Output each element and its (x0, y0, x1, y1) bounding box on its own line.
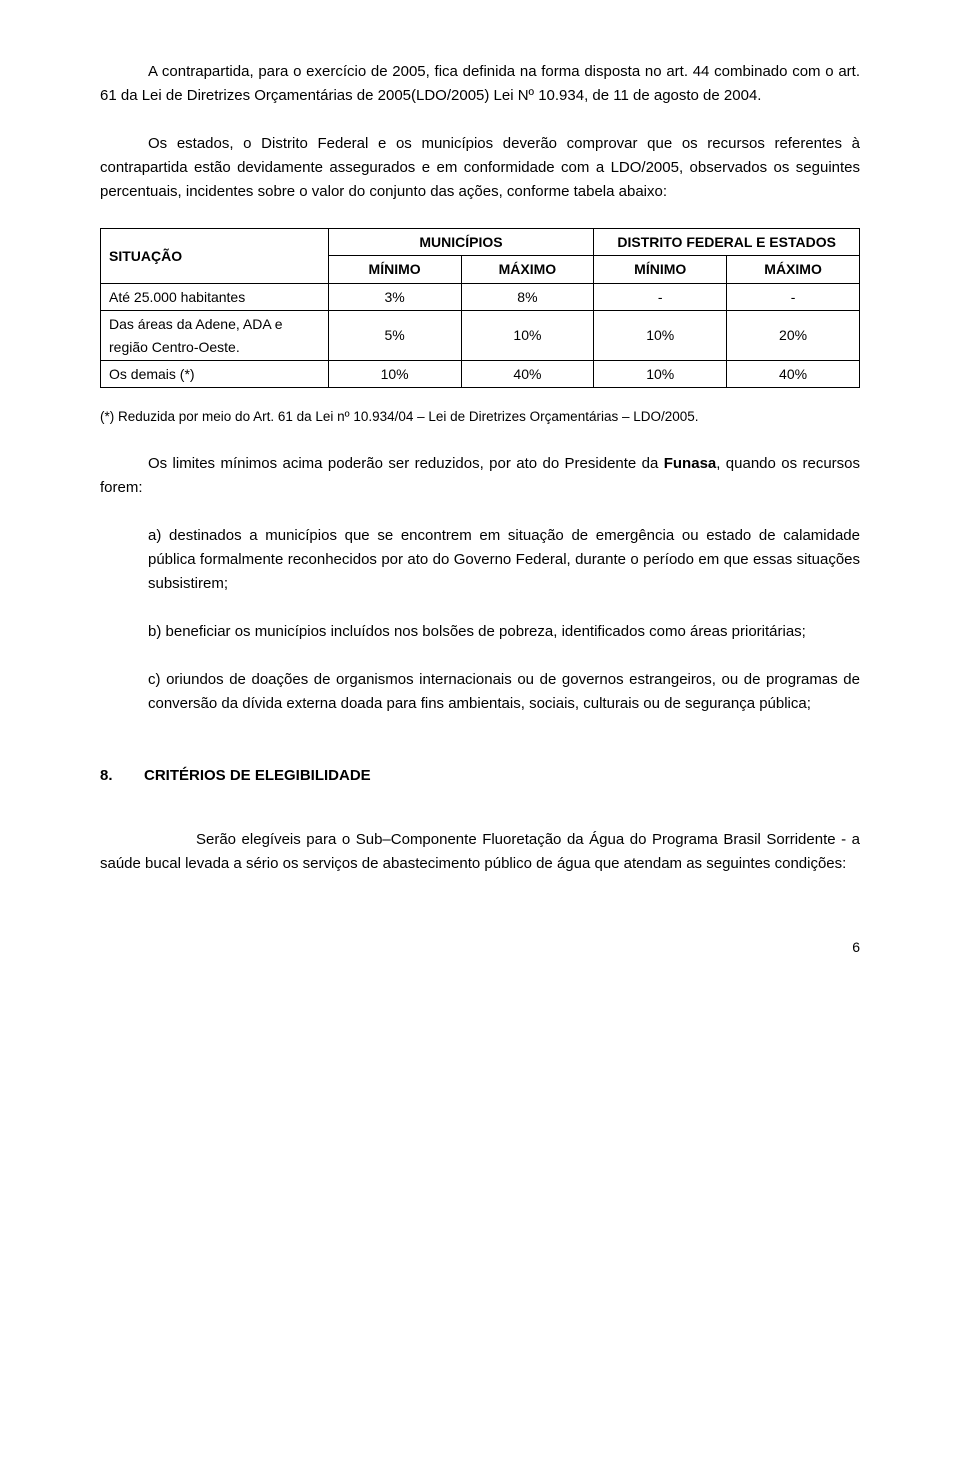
section-8-heading: 8.CRITÉRIOS DE ELEGIBILIDADE (100, 764, 860, 788)
cell-val: 5% (328, 311, 461, 361)
paragraph-limits: Os limites mínimos acima poderão ser red… (100, 452, 860, 500)
cell-val: 10% (594, 360, 727, 387)
cell-val: 40% (727, 360, 860, 387)
cell-val: 10% (594, 311, 727, 361)
cell-val: 20% (727, 311, 860, 361)
cell-sit: Os demais (*) (101, 360, 329, 387)
th-mun-min: MÍNIMO (328, 256, 461, 283)
list-item-c: c) oriundos de doações de organismos int… (148, 668, 860, 716)
funasa-bold: Funasa (664, 455, 717, 472)
cell-val: - (594, 283, 727, 310)
cell-sit: Das áreas da Adene, ADA e região Centro-… (101, 311, 329, 361)
table-row: Os demais (*) 10% 40% 10% 40% (101, 360, 860, 387)
cell-val: - (727, 283, 860, 310)
table-row: Até 25.000 habitantes 3% 8% - - (101, 283, 860, 310)
th-mun-max: MÁXIMO (461, 256, 594, 283)
paragraph-elegibility: Serão elegíveis para o Sub–Componente Fl… (100, 828, 860, 876)
section-number: 8. (100, 764, 144, 788)
th-df-estados: DISTRITO FEDERAL E ESTADOS (594, 229, 860, 256)
cell-val: 3% (328, 283, 461, 310)
paragraph-intro-2: Os estados, o Distrito Federal e os muni… (100, 132, 860, 204)
th-situacao: SITUAÇÃO (101, 229, 329, 284)
table-row: Das áreas da Adene, ADA e região Centro-… (101, 311, 860, 361)
table-footnote: (*) Reduzida por meio do Art. 61 da Lei … (100, 406, 860, 428)
paragraph-intro-1: A contrapartida, para o exercício de 200… (100, 60, 860, 108)
list-item-b: b) beneficiar os municípios incluídos no… (148, 620, 860, 644)
page-number: 6 (100, 936, 860, 958)
section-title: CRITÉRIOS DE ELEGIBILIDADE (144, 767, 371, 784)
contrapartida-table: SITUAÇÃO MUNICÍPIOS DISTRITO FEDERAL E E… (100, 228, 860, 388)
th-municipios: MUNICÍPIOS (328, 229, 594, 256)
cell-val: 40% (461, 360, 594, 387)
th-df-max: MÁXIMO (727, 256, 860, 283)
cell-val: 8% (461, 283, 594, 310)
th-df-min: MÍNIMO (594, 256, 727, 283)
text-span: Os limites mínimos acima poderão ser red… (148, 455, 664, 472)
list-item-a: a) destinados a municípios que se encont… (148, 524, 860, 596)
cell-val: 10% (328, 360, 461, 387)
cell-val: 10% (461, 311, 594, 361)
cell-sit: Até 25.000 habitantes (101, 283, 329, 310)
